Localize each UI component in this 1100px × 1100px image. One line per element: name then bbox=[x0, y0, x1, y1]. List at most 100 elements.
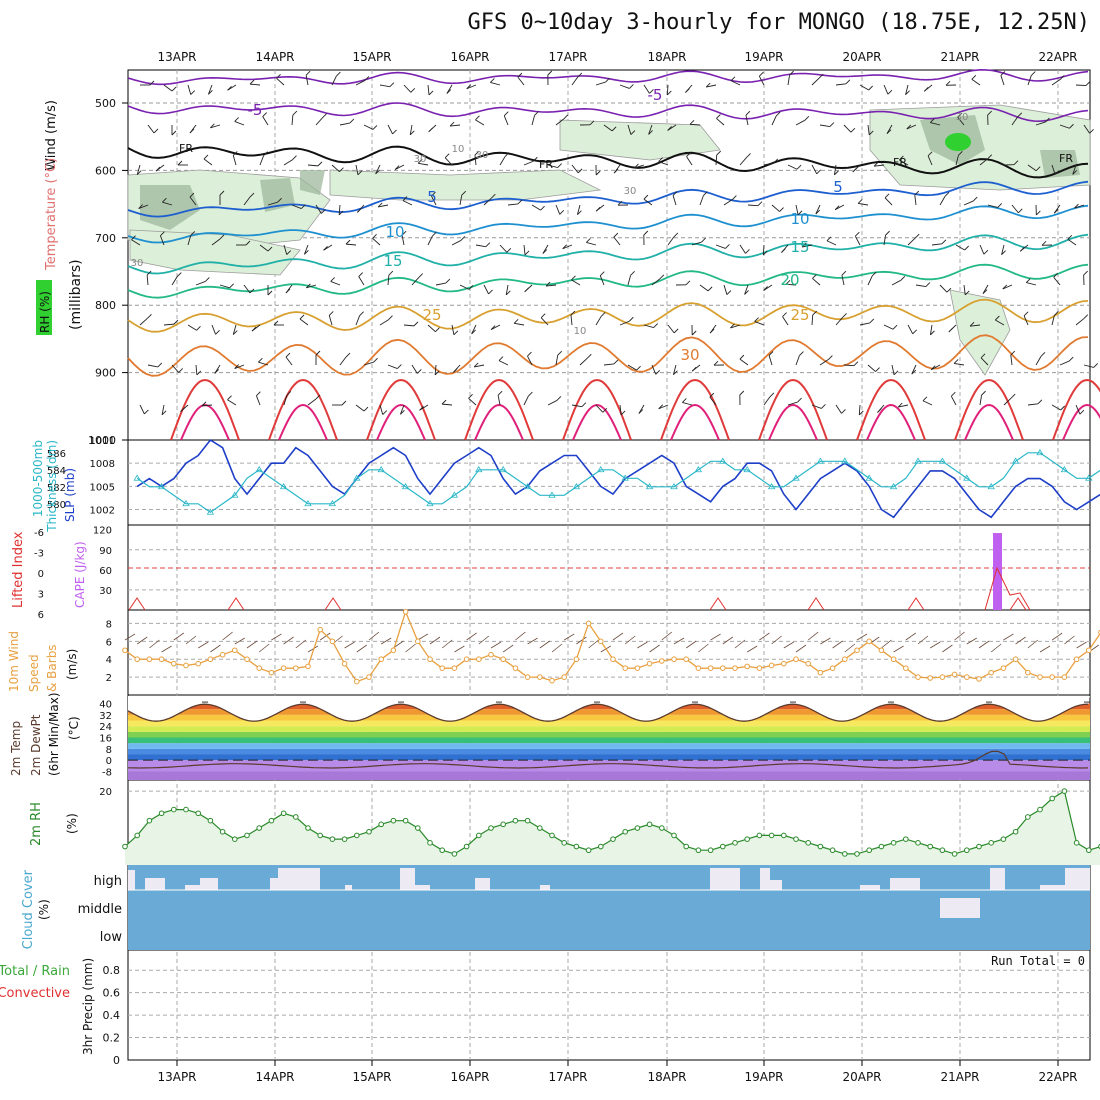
barb bbox=[358, 276, 365, 286]
barb bbox=[471, 324, 477, 335]
barb bbox=[195, 280, 206, 286]
wind-speed-point bbox=[585, 620, 592, 627]
rh-shade-dark bbox=[260, 178, 295, 212]
barb-flag bbox=[176, 272, 182, 277]
thickness-point bbox=[523, 482, 532, 490]
pressure-tick: 700 bbox=[95, 232, 116, 245]
barb-flag bbox=[400, 410, 405, 415]
wind-barb bbox=[307, 645, 319, 653]
isotherm-40 bbox=[180, 403, 230, 441]
barb-flag bbox=[336, 71, 341, 77]
isotherm-label: FR bbox=[179, 142, 193, 155]
rh-point bbox=[854, 851, 860, 857]
wind-speed-point bbox=[732, 665, 738, 671]
rh-point bbox=[793, 836, 799, 842]
temp-band bbox=[128, 743, 1090, 749]
rh-point bbox=[890, 840, 897, 846]
barb bbox=[1027, 164, 1037, 172]
wind-barb bbox=[1015, 636, 1026, 645]
barb bbox=[643, 198, 653, 206]
barb-flag bbox=[885, 230, 890, 236]
barb-flag bbox=[1072, 170, 1078, 175]
barb-flag bbox=[146, 270, 152, 276]
barb-flag bbox=[338, 210, 344, 216]
barb bbox=[355, 315, 361, 326]
barb bbox=[555, 204, 561, 215]
barb-flag bbox=[227, 395, 232, 401]
rh-contour-label: 30 bbox=[476, 150, 489, 161]
barb-flag bbox=[613, 168, 619, 174]
barb-flag bbox=[595, 206, 601, 212]
rh-point bbox=[317, 832, 324, 839]
barb bbox=[995, 319, 1005, 326]
barb-flag bbox=[713, 360, 719, 366]
barb-flag bbox=[1060, 405, 1065, 411]
barb-flag bbox=[267, 246, 273, 252]
rh-point bbox=[268, 817, 275, 824]
temp-band bbox=[128, 731, 1090, 738]
barb-flag bbox=[461, 190, 467, 196]
barb-flag bbox=[930, 330, 935, 336]
barb-flag bbox=[643, 230, 649, 236]
barb bbox=[503, 115, 509, 126]
barb-flag bbox=[1068, 356, 1074, 362]
barb-flag bbox=[180, 407, 185, 413]
temp-band bbox=[128, 748, 1090, 755]
li-tick: 6 bbox=[38, 610, 44, 621]
barb bbox=[811, 404, 822, 409]
barb bbox=[523, 160, 534, 166]
barb-flag bbox=[875, 367, 880, 372]
barb-flag bbox=[527, 351, 532, 357]
wind-barb bbox=[685, 640, 697, 649]
barb bbox=[980, 357, 989, 366]
barb bbox=[648, 124, 653, 135]
barb bbox=[715, 154, 718, 166]
rh-contour-label: 10 bbox=[574, 326, 587, 337]
barb bbox=[651, 278, 661, 286]
wind-speed-point bbox=[390, 647, 397, 654]
wind-barb bbox=[1027, 639, 1039, 649]
barb-flag bbox=[473, 362, 479, 368]
barb bbox=[411, 277, 420, 286]
cloud-gap bbox=[710, 868, 740, 890]
axis-label-temp: Temperature (°C) bbox=[44, 158, 59, 271]
barb bbox=[706, 84, 717, 88]
temp-band bbox=[128, 714, 1090, 721]
barb-flag bbox=[857, 199, 863, 204]
barb bbox=[898, 404, 909, 408]
wind-barb bbox=[380, 637, 392, 645]
barb bbox=[187, 84, 192, 95]
cloud-gap bbox=[1040, 885, 1065, 890]
barb bbox=[451, 324, 455, 335]
barb-flag bbox=[685, 88, 690, 93]
barb bbox=[315, 204, 322, 214]
li-line bbox=[907, 597, 925, 611]
barb bbox=[379, 84, 390, 88]
wind-barb bbox=[539, 640, 551, 649]
date-label-top: 16APR bbox=[450, 50, 489, 64]
barb bbox=[950, 395, 957, 406]
wind-barb bbox=[917, 635, 929, 645]
barb bbox=[523, 244, 526, 255]
barb bbox=[643, 324, 654, 329]
barb-flag bbox=[643, 194, 649, 200]
barb-flag bbox=[417, 158, 423, 164]
wind-speed-point bbox=[134, 656, 140, 663]
rh-contour-label: 10 bbox=[452, 144, 465, 155]
barb bbox=[499, 156, 506, 166]
wind-speed-point bbox=[939, 674, 946, 680]
wind-barb bbox=[673, 637, 685, 645]
barb bbox=[305, 75, 309, 86]
wind-speed-point bbox=[573, 656, 580, 663]
rh-point bbox=[463, 843, 470, 850]
barb bbox=[138, 204, 149, 210]
wind-speed-point bbox=[427, 656, 433, 663]
wind-speed-point bbox=[317, 626, 324, 633]
wind-speed-point bbox=[646, 660, 653, 667]
isotherm-15 bbox=[127, 233, 1089, 275]
cape-tick: 90 bbox=[99, 546, 112, 557]
rh-shade bbox=[329, 169, 602, 201]
barb bbox=[189, 196, 197, 206]
wind-barb bbox=[893, 645, 904, 653]
barb-flag bbox=[801, 242, 807, 248]
